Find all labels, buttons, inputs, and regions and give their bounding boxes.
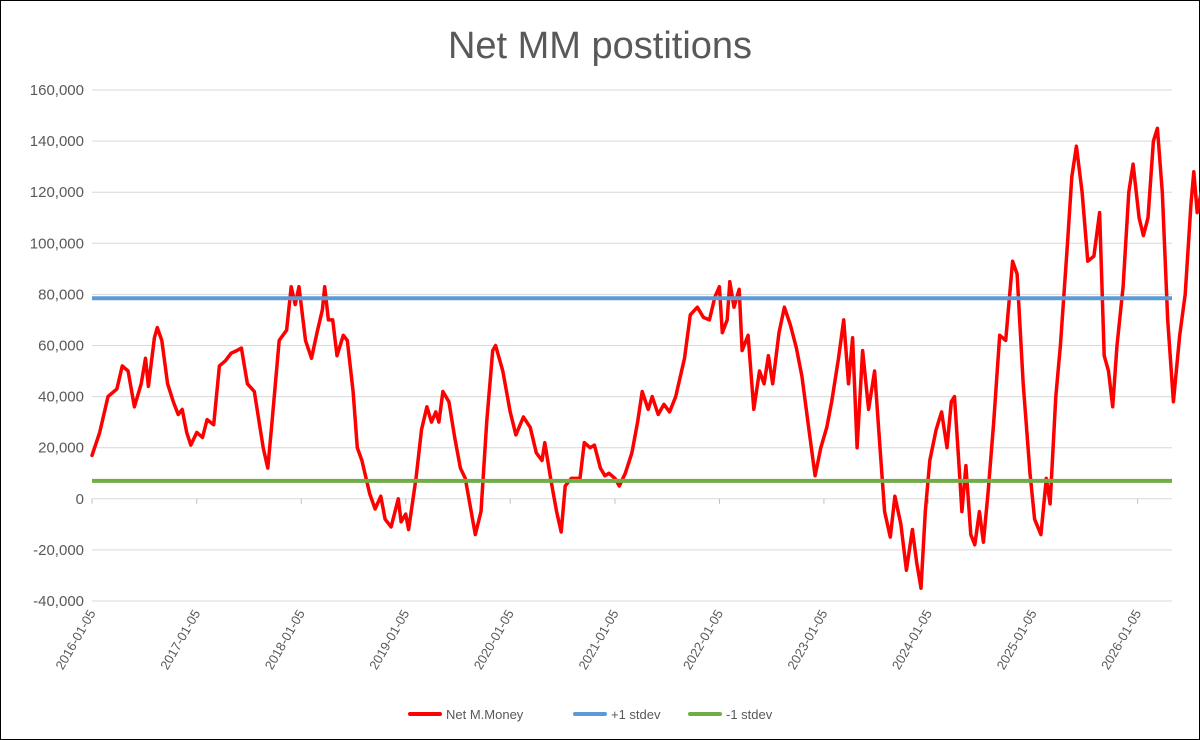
x-tick-label: 2019-01-05 <box>366 607 412 672</box>
series-layer <box>90 126 1200 590</box>
y-tick-label: 140,000 <box>30 133 84 150</box>
legend: Net M.Money +1 stdev -1 stdev <box>408 707 773 722</box>
x-tick-label: 2025-01-05 <box>994 607 1040 672</box>
chart-title: Net MM postitions <box>448 25 752 67</box>
x-tick-label: 2017-01-05 <box>157 607 203 672</box>
x-tick-label: 2020-01-05 <box>471 607 517 672</box>
y-tick-label: -40,000 <box>33 593 84 610</box>
x-tick-label: 2023-01-05 <box>784 607 830 672</box>
y-tick-label: 80,000 <box>38 286 84 303</box>
y-tick-label: 0 <box>76 491 84 508</box>
x-tick-label: 2016-01-05 <box>52 607 98 672</box>
x-tick-label: 2024-01-05 <box>889 607 935 672</box>
y-tick-label: 20,000 <box>38 440 84 457</box>
x-tick-label: 2022-01-05 <box>680 607 726 672</box>
legend-label-net-m-money: Net M.Money <box>446 707 524 722</box>
series-net-m-money <box>90 126 1200 590</box>
y-axis-tick-labels: -40,000 -20,000 0 20,000 40,000 60,000 80,000 1… <box>30 82 84 610</box>
y-tick-label: 160,000 <box>30 82 84 99</box>
y-tick-label: -20,000 <box>33 542 84 559</box>
y-tick-label: 60,000 <box>38 338 84 355</box>
x-tick-label: 2018-01-05 <box>262 607 308 672</box>
y-tick-label: 100,000 <box>30 235 84 252</box>
gridlines <box>92 89 1172 602</box>
legend-label-1-stdev: -1 stdev <box>726 707 773 722</box>
x-tick-label: 2026-01-05 <box>1098 607 1144 672</box>
y-tick-label: 120,000 <box>30 184 84 201</box>
x-tick-label: 2021-01-05 <box>575 607 621 672</box>
x-axis: 2016-01-05 2017-01-05 2018-01-05 2019-01-05… <box>52 498 1172 672</box>
legend-label-1-stdev: +1 stdev <box>611 707 661 722</box>
y-tick-label: 40,000 <box>38 389 84 406</box>
